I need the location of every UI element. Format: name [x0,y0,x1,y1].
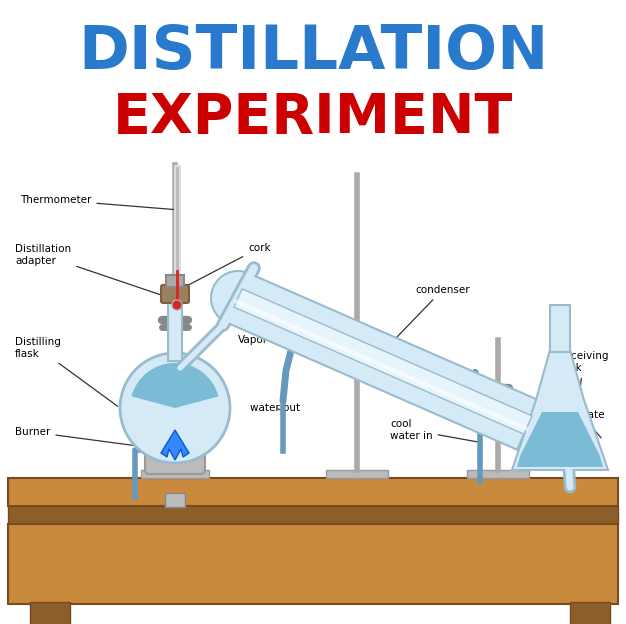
Polygon shape [517,412,603,467]
Circle shape [172,300,182,310]
Text: Receiving
flask: Receiving flask [558,351,608,388]
Text: DISTILLATION: DISTILLATION [78,22,548,82]
Text: cool
water in: cool water in [390,419,477,442]
Bar [141,470,209,478]
FancyBboxPatch shape [161,285,189,303]
Polygon shape [234,289,532,434]
Text: Distillation
adapter: Distillation adapter [15,244,165,296]
Bar [8,524,618,604]
Bar [30,602,70,624]
Text: Thermometer: Thermometer [20,195,177,210]
Wedge shape [131,363,218,408]
Circle shape [509,406,547,444]
Text: water out: water out [250,403,300,413]
Circle shape [120,353,230,463]
Polygon shape [161,430,189,460]
Text: Distillate: Distillate [558,410,605,438]
Circle shape [211,271,265,325]
Text: Vapor: Vapor [230,305,268,345]
Bar [168,301,182,361]
Bar [166,275,184,287]
Bar [550,305,570,352]
FancyBboxPatch shape [145,428,205,474]
Text: Distilling
flask: Distilling flask [15,337,118,406]
Text: cork: cork [177,243,270,291]
Text: EXPERIMENT: EXPERIMENT [113,91,513,145]
Bar [168,465,182,470]
Bar [570,602,610,624]
Text: condenser: condenser [385,285,470,349]
Polygon shape [512,350,608,470]
Bar [8,478,618,506]
Bar [326,470,388,478]
Bar [467,470,529,478]
Polygon shape [227,273,539,450]
Bar [8,506,618,524]
Bar [165,493,185,507]
Text: Burner: Burner [15,427,150,447]
